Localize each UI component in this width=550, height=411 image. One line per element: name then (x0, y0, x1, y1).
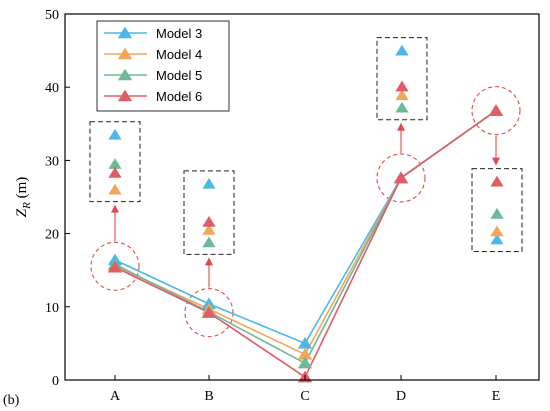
data-point (297, 336, 313, 349)
legend-marker (117, 68, 133, 81)
legend-label: Model 3 (156, 26, 202, 41)
zoom-marker (490, 225, 504, 237)
x-tick-label: B (204, 389, 213, 404)
series-lines (107, 104, 504, 383)
axes (64, 13, 540, 381)
x-tick-label: D (396, 389, 406, 404)
zoom-marker (108, 158, 122, 169)
legend: Model 3 Model 4 Model 5 Model 6 (96, 20, 230, 112)
plot-frame (64, 13, 540, 381)
series-line (114, 109, 497, 345)
zoom-circle (471, 86, 521, 136)
zoom-marker (490, 207, 504, 219)
legend-marker (117, 89, 133, 102)
zoom-box (89, 121, 141, 203)
series-line (114, 109, 497, 356)
legend-label: Model 6 (156, 89, 202, 104)
zoom-marker (490, 233, 504, 245)
panel-label: (b) (3, 393, 20, 408)
y-tick-label: 40 (45, 81, 59, 96)
zoom-arrow-head (205, 257, 213, 266)
zoom-marker (395, 101, 409, 113)
zoom-marker (202, 215, 216, 227)
series-line (114, 109, 497, 379)
zoom-box (376, 37, 428, 121)
y-tick-label: 30 (45, 154, 59, 169)
zoom-arrow-head (111, 204, 119, 213)
zoom-box (183, 170, 235, 255)
legend-label: Model 4 (156, 47, 202, 62)
series-line (114, 109, 497, 365)
zoom-marker (202, 177, 216, 189)
x-tick-label: A (110, 389, 121, 404)
zoom-arrow-head (492, 157, 500, 166)
zoom-box (471, 168, 523, 252)
zoom-circle (184, 288, 234, 338)
x-tick-label: E (492, 389, 501, 404)
legend-marker (117, 47, 133, 60)
zoom-marker (202, 224, 216, 235)
data-point (297, 356, 313, 369)
y-axis-title-sub: R (21, 202, 33, 210)
y-tick-label: 20 (45, 228, 59, 243)
y-tick-label: 0 (52, 374, 59, 389)
zoom-marker (108, 183, 122, 195)
zoom-arrow-head (397, 122, 405, 131)
data-point (107, 260, 123, 273)
ticks: 0 10 20 30 40 50 A B C D E (45, 8, 500, 404)
x-tick-label: C (300, 389, 309, 404)
zoom-marker (395, 44, 409, 56)
zoom-marker (202, 236, 216, 248)
data-point (393, 171, 409, 184)
legend-label: Model 5 (156, 68, 202, 83)
zoom-marker (395, 89, 409, 101)
zoom-circle (376, 153, 426, 203)
y-axis-title: ZR (m) (14, 177, 33, 218)
y-tick-label: 10 (45, 301, 59, 316)
y-tick-label: 50 (45, 8, 59, 23)
zoom-marker (395, 80, 409, 92)
data-point (488, 104, 504, 116)
zoom-marker (108, 166, 122, 178)
y-axis-title-main: Z (14, 208, 30, 217)
zoom-marker (108, 128, 122, 140)
data-point (201, 306, 217, 318)
zoom-circle (90, 241, 140, 291)
zoom-annotations (89, 37, 523, 338)
legend-marker (117, 26, 133, 39)
data-point (297, 347, 313, 360)
zoom-marker (490, 175, 504, 187)
y-axis-title-unit: (m) (14, 177, 30, 202)
